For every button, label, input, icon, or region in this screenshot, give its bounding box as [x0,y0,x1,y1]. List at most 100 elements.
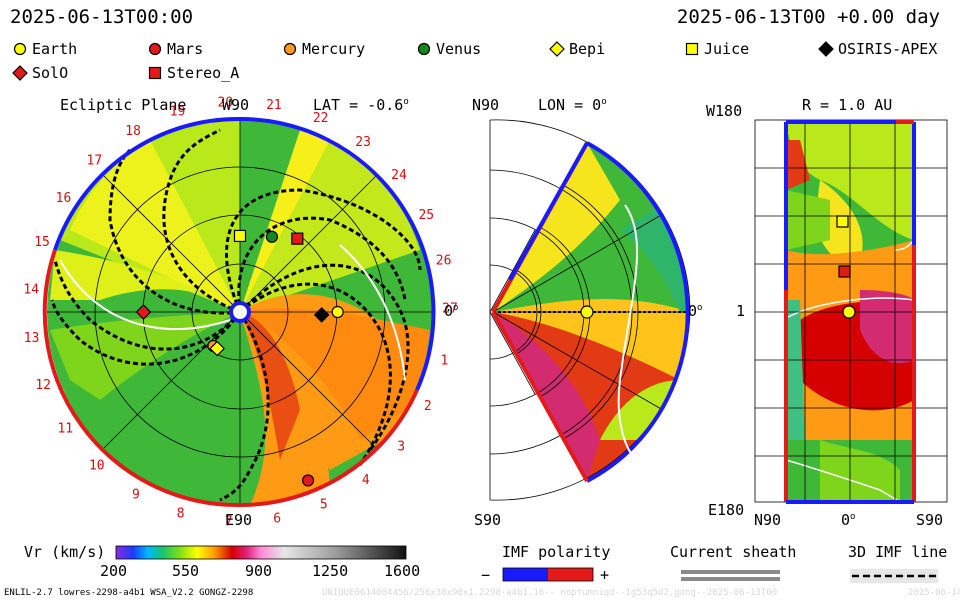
legend-marker-circle [13,42,27,56]
legend-label: Stereo_A [167,64,240,82]
radial-x-label-s90: S90 [916,511,944,529]
radial-top-left-label: W180 [706,102,743,120]
ecliptic-marker-solo [135,304,152,320]
imf-polarity-title: IMF polarity [502,543,611,561]
radial-panel [754,119,948,504]
legend-marker-square [685,42,699,56]
radial-stereo-marker [838,265,851,278]
legend-label: Venus [436,40,482,58]
legend-item-juice: Juice [684,40,749,58]
sector-label: 9 [132,487,140,502]
sun-marker [229,301,251,323]
ecliptic-marker-earth [331,305,344,319]
sector-label: 27 [442,302,458,317]
footer-model: ENLIL-2.7 lowres-2298-a4b1 WSA_V2.2 GONG… [4,588,254,598]
sector-label: 1 [440,353,448,368]
imf-minus-label: − [481,566,491,584]
ecliptic-title: Ecliptic Plane [60,96,187,114]
sector-label: 8 [177,506,185,521]
sector-label: 10 [89,459,105,474]
sector-label: 16 [56,191,72,206]
sector-label: 11 [57,422,73,437]
legend-item-mercury: Mercury [282,40,365,58]
imf-line-swatch [850,569,938,583]
footer-stamp: 2025-06-14 [908,588,960,598]
ecliptic-marker-stereo-a [291,232,304,245]
legend-marker-diamond [818,41,834,57]
imf-plus-label: + [600,566,610,584]
ecliptic-right-label: 0o [444,302,459,320]
sector-label: 2 [424,399,432,414]
legend-label: Mercury [302,40,366,58]
legend-label: Bepi [569,40,606,58]
sector-label: 3 [397,440,405,455]
legend-label: OSIRIS-APEX [838,40,938,58]
radial-title: R = 1.0 AU [802,96,893,114]
colorbar-label: Vr (km/s) [24,543,106,561]
colorbar-tick-1250: 1250 [312,562,349,580]
meridional-top-label: N90 [472,96,500,114]
ecliptic-bottom-label: E90 [225,511,253,529]
current-sheath-swatch [681,570,780,581]
legend-item-venus: Venus [416,40,481,58]
legend-item-stereo-a: Stereo_A [147,64,239,82]
radial-earth-marker [842,305,856,319]
legend-item-mars: Mars [147,40,203,58]
legend-marker-diamond [12,65,28,81]
legend-marker-circle [148,42,162,56]
legend-item-solo: SolO [12,64,68,82]
imf-positive-swatch [548,568,593,581]
imf-negative-swatch [503,568,548,581]
sector-label: 24 [391,168,407,183]
legend-marker-circle [283,42,297,56]
legend-label: Earth [32,40,78,58]
colorbar-tick-1600: 1600 [384,562,421,580]
meridional-earth-marker [580,305,594,319]
legend-marker-diamond [549,41,565,57]
legend-item-bepi: Bepi [549,40,605,58]
sector-label: 4 [362,473,370,488]
legend-item-earth: Earth [12,40,77,58]
legend-label: Mars [167,40,204,58]
legend-marker-square [148,66,162,80]
meridional-title: LON = 0o [538,96,607,114]
current-sheath-title: Current sheath [670,543,797,561]
vr-colorbar [115,545,407,560]
sector-label: 17 [87,154,103,169]
sector-label: 7 [225,515,233,530]
radial-juice-marker [836,215,849,228]
ecliptic-marker-bepi [209,340,225,357]
ecliptic-lat-label: LAT = -0.6o [313,96,409,114]
radial-mid-left-label: 1 [736,302,746,320]
legend-marker-circle [417,42,431,56]
colorbar-tick-550: 550 [172,562,200,580]
sector-label: 15 [34,235,50,250]
sector-label: 20 [218,96,234,111]
radial-x-label-n90: N90 [754,511,782,529]
sector-label: 18 [125,124,141,139]
radial-bottom-left-label: E180 [708,501,745,519]
ecliptic-marker-mars [301,474,315,487]
right-date: 2025-06-13T00 +0.00 day [676,6,940,28]
footer-run-id: UNIQUE0614004456/256x30x90x1.2298-a4b1.1… [322,588,778,598]
sector-label: 26 [436,253,452,268]
left-date: 2025-06-13T00:00 [10,6,194,28]
sector-label: 23 [355,135,371,150]
legend-label: Juice [704,40,750,58]
sector-label: 6 [273,512,281,527]
legend-item-osiris-apex: OSIRIS-APEX [818,40,937,58]
colorbar-tick-200: 200 [100,562,128,580]
radial-x-label-0: 0o [841,511,856,529]
sector-label: 13 [24,331,40,346]
meridional-right-label: 0o [688,302,703,320]
ecliptic-marker-osiris-apex [313,307,330,323]
meridional-bottom-label: S90 [474,511,502,529]
sector-label: 22 [313,111,329,126]
sector-label: 25 [418,208,434,223]
legend-label: SolO [32,64,69,82]
ecliptic-top-label: W90 [222,96,250,114]
sector-label: 14 [23,282,39,297]
sector-label: 19 [170,105,186,120]
sector-label: 12 [35,378,51,393]
